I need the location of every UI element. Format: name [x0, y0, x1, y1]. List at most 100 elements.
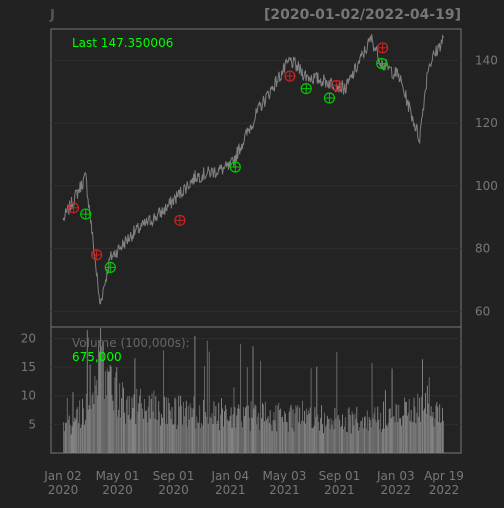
volume-bar	[176, 429, 178, 453]
volume-bar	[365, 428, 367, 453]
x-tick-label-date: Sep 01	[319, 469, 361, 483]
volume-bar	[133, 394, 135, 453]
volume-bar	[382, 428, 383, 453]
volume-bar	[178, 395, 180, 453]
price-y-tick-label: 100	[475, 179, 498, 193]
volume-bar	[433, 426, 435, 453]
volume-bar	[283, 422, 284, 453]
price-y-tick-label: 80	[475, 242, 490, 256]
volume-bar	[165, 397, 167, 453]
volume-bar	[68, 415, 70, 453]
volume-bar	[434, 418, 436, 453]
volume-bar	[277, 405, 279, 453]
volume-bar	[207, 423, 209, 453]
volume-bar	[221, 398, 223, 453]
volume-bar	[369, 420, 371, 453]
volume-bar	[224, 405, 226, 453]
volume-bar	[159, 411, 161, 453]
volume-bar	[112, 400, 114, 453]
volume-bar	[94, 375, 96, 453]
volume-bar	[440, 423, 442, 453]
volume-bar	[313, 426, 315, 453]
volume-bar	[331, 424, 333, 453]
volume-bar	[73, 421, 75, 453]
volume-bar	[306, 415, 308, 453]
volume-bar	[252, 346, 254, 453]
volume-bar	[218, 402, 220, 453]
volume-bar	[257, 416, 259, 453]
volume-bar	[291, 428, 293, 453]
volume-bar	[402, 416, 403, 453]
volume-bar	[144, 411, 146, 453]
volume-bar	[336, 351, 338, 453]
volume-bar	[169, 410, 171, 453]
volume-bar	[374, 407, 376, 453]
volume-bar	[412, 422, 414, 453]
x-tick-label-date: Apr 19	[424, 469, 464, 483]
volume-bar	[238, 404, 240, 453]
volume-bar	[443, 420, 444, 453]
last-volume-label: 675,000	[72, 350, 122, 364]
volume-bar	[90, 408, 92, 453]
volume-bar	[120, 417, 122, 453]
volume-bar	[297, 405, 299, 453]
volume-bar	[279, 410, 281, 453]
x-tick-label-date: Jan 03	[376, 469, 415, 483]
volume-bar	[312, 427, 314, 453]
volume-bar	[398, 404, 400, 453]
volume-bar	[319, 430, 321, 453]
volume-bar	[148, 395, 150, 453]
volume-bar	[115, 372, 117, 453]
volume-bar	[230, 407, 232, 453]
volume-bar	[371, 363, 373, 453]
volume-bar	[63, 422, 64, 453]
volume-bar	[210, 418, 212, 453]
volume-bar	[211, 413, 213, 453]
x-tick-label-date: May 01	[96, 469, 140, 483]
volume-bar	[438, 422, 440, 453]
volume-bar	[163, 396, 165, 453]
volume-bar	[191, 417, 193, 453]
volume-bar	[391, 368, 393, 453]
volume-bar	[270, 424, 272, 453]
volume-bar	[295, 405, 297, 453]
volume-y-tick-label: 20	[21, 331, 36, 345]
volume-bar	[233, 387, 235, 453]
symbol-title: J	[49, 8, 55, 23]
volume-bar	[222, 408, 223, 453]
volume-bar	[236, 415, 238, 453]
volume-bar	[322, 424, 323, 453]
volume-bar	[347, 408, 349, 453]
volume-bar	[323, 433, 324, 453]
volume-bar	[86, 330, 88, 453]
volume-bar	[304, 423, 306, 453]
volume-bar	[197, 422, 199, 453]
volume-bar	[143, 418, 144, 453]
buy-signal-marker	[80, 208, 92, 220]
volume-bar	[127, 415, 129, 453]
volume-bar	[286, 422, 288, 453]
volume-bar	[383, 401, 384, 453]
volume-bar	[131, 397, 133, 453]
volume-bar	[292, 409, 294, 453]
volume-bar	[375, 420, 377, 453]
volume-bar	[179, 406, 181, 453]
volume-bar	[283, 411, 285, 453]
volume-bar	[142, 408, 143, 453]
volume-bar	[368, 417, 370, 453]
volume-bar	[411, 421, 413, 453]
volume-bar	[439, 404, 441, 453]
volume-bar	[324, 426, 326, 453]
volume-bar	[422, 359, 423, 453]
volume-bar	[177, 425, 179, 453]
volume-bar	[212, 424, 214, 453]
volume-bar	[373, 413, 375, 453]
volume-bar	[274, 420, 276, 453]
volume-bar	[251, 417, 253, 453]
volume-bar	[89, 364, 91, 453]
volume-bar	[280, 408, 282, 453]
volume-bar	[338, 415, 340, 453]
volume-bar	[296, 407, 298, 453]
volume-bar	[335, 419, 337, 453]
